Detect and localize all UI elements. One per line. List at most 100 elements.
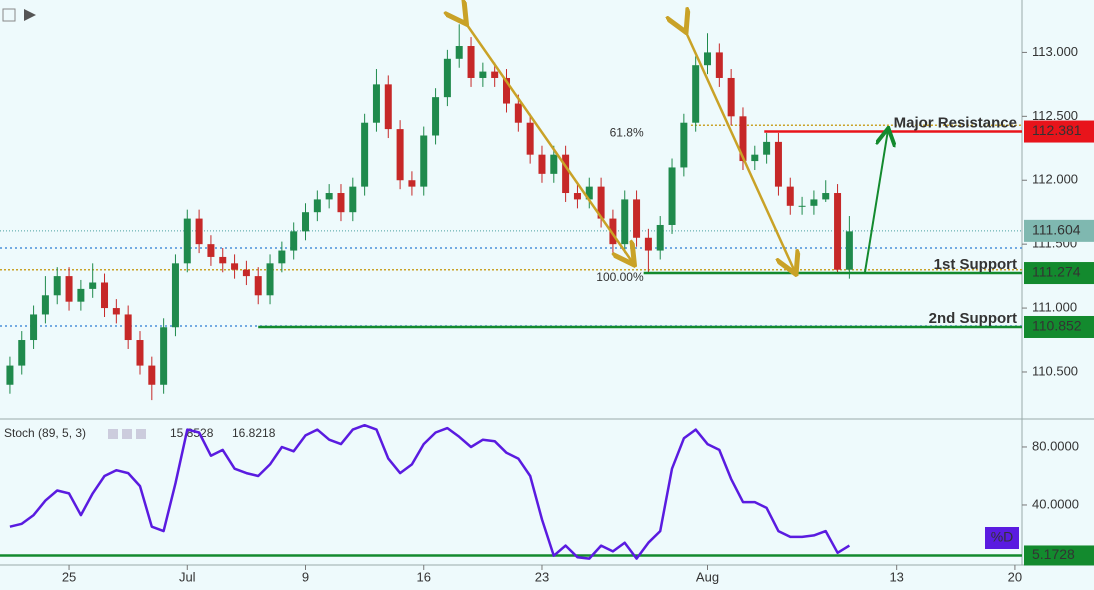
candle-body (361, 122, 369, 187)
candle-body (774, 141, 782, 187)
toolbar-icon[interactable] (24, 9, 36, 21)
fib-label: 61.8% (610, 125, 644, 139)
candle-body (278, 250, 286, 264)
candle-body (715, 52, 723, 78)
candle-body (101, 282, 109, 309)
candle-body (751, 154, 759, 162)
toolbar-icon[interactable] (2, 8, 16, 22)
price-box (1024, 120, 1094, 143)
candle-body (290, 231, 298, 251)
level-name: Major Resistance (894, 115, 1017, 132)
arrow (685, 30, 795, 272)
candle-body (242, 269, 250, 277)
candle-body (455, 46, 463, 59)
candle-body (633, 199, 641, 238)
candle-body (727, 77, 735, 117)
candle-body (562, 154, 570, 194)
icon[interactable] (108, 429, 118, 439)
candle-body (692, 65, 700, 123)
fib-label: 100.00% (596, 270, 644, 284)
candle-body (573, 193, 581, 200)
level-value: 112.381 (1032, 122, 1082, 138)
candle-body (372, 84, 380, 123)
candle-body (30, 314, 38, 341)
candle-body (491, 71, 499, 78)
candle-body (349, 186, 357, 213)
y-tick-label: 111.000 (1032, 300, 1077, 315)
candle-body (443, 58, 451, 98)
stoch-k: 15.8528 (170, 426, 214, 440)
candle-body (845, 231, 853, 270)
candle-body (136, 340, 144, 366)
trend-arrows (465, 22, 888, 272)
candle-body (798, 205, 806, 207)
last-price-label: 111.604 (1032, 222, 1081, 238)
candle-body (148, 365, 156, 385)
candle-body (432, 97, 440, 136)
candle-body (668, 167, 676, 225)
arrow (864, 130, 888, 273)
stoch-icons (108, 429, 146, 439)
candle-body (65, 276, 73, 302)
arrow (465, 22, 633, 263)
stoch-level-label: 5.1728 (1032, 546, 1075, 562)
candle-body (266, 263, 274, 296)
candle-body (786, 186, 794, 206)
candle-body (680, 122, 688, 168)
candle-body (124, 314, 132, 341)
stoch-d: 16.8218 (232, 426, 276, 440)
candle-body (313, 199, 321, 213)
icon[interactable] (136, 429, 146, 439)
candle-body (467, 46, 475, 78)
icon[interactable] (122, 429, 132, 439)
price-box (1024, 545, 1094, 566)
candle-body (53, 276, 61, 296)
x-tick-label: 20 (1008, 569, 1022, 584)
candle-body (420, 135, 428, 187)
candle-body (644, 237, 652, 251)
price-box (1024, 219, 1094, 242)
candle-body (656, 224, 664, 251)
candle-body (526, 122, 534, 155)
candle-body (112, 308, 120, 315)
level-value: 111.274 (1032, 264, 1081, 280)
candle-body (183, 218, 191, 264)
candle-body (396, 129, 404, 181)
x-tick-label: Jul (179, 569, 196, 584)
y-tick-label: 80.0000 (1032, 438, 1079, 453)
candle-body (834, 193, 842, 270)
legend-box (985, 527, 1019, 549)
price-box (1024, 262, 1094, 285)
x-tick-label: 13 (889, 569, 903, 584)
candle-body (6, 365, 14, 385)
candle-body (704, 52, 712, 66)
candle-body (408, 180, 416, 187)
candle-body (550, 154, 558, 174)
candle-body (89, 282, 97, 289)
candle-body (810, 199, 818, 206)
y-tick-label: 113.000 (1032, 44, 1078, 59)
candle-body (302, 212, 310, 232)
x-tick-label: 9 (302, 569, 309, 584)
candle-body (514, 103, 522, 123)
price-box (1024, 315, 1094, 338)
candle-body (763, 141, 771, 155)
candle-body (384, 84, 392, 130)
candle-body (538, 154, 546, 174)
candle-body (231, 263, 239, 270)
level-value: 110.852 (1032, 318, 1082, 334)
x-tick-label: 23 (535, 569, 549, 584)
y-tick-label: 110.500 (1032, 363, 1078, 378)
candle-body (160, 327, 168, 385)
candle-body (621, 199, 629, 245)
level-name: 1st Support (934, 256, 1017, 273)
candle-body (18, 340, 26, 366)
candle-body (254, 276, 262, 296)
candle-body (195, 218, 203, 245)
candle-body (325, 193, 333, 200)
candle-body (219, 256, 227, 264)
candle-body (41, 295, 49, 315)
y-tick-label: 112.500 (1032, 108, 1078, 123)
